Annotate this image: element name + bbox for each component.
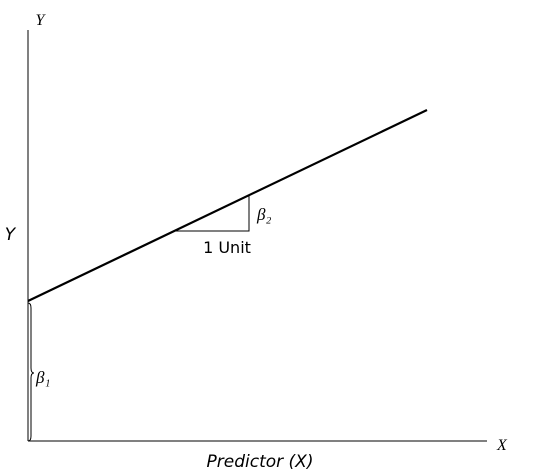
y-title: Y — [5, 225, 17, 245]
regression-line — [27, 109, 428, 302]
x-axis-label: X — [496, 437, 508, 454]
intercept-brace — [27, 302, 35, 442]
run-label: 1 Unit — [203, 238, 251, 257]
y-axis-label: Y — [36, 12, 47, 29]
x-title: Predictor (X) — [207, 452, 314, 472]
intercept-label: β₁ — [35, 368, 50, 387]
slope-label: β₂ — [256, 205, 271, 224]
slope-triangle — [176, 195, 250, 232]
